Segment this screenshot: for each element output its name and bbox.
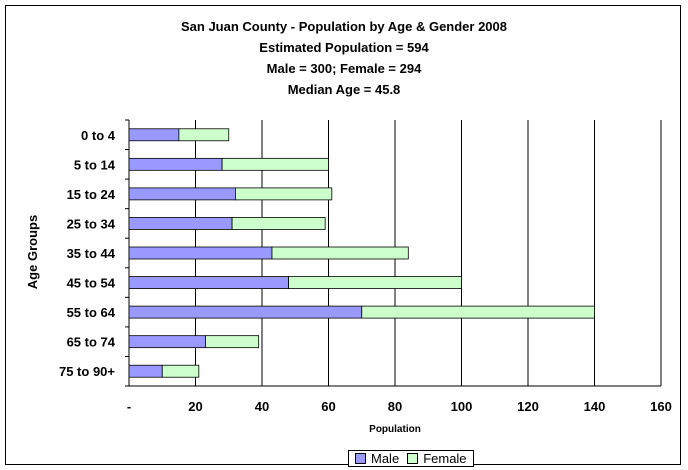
bar-male: [128, 246, 273, 260]
y-tick-label: 75 to 90+: [59, 364, 115, 379]
bar-female: [231, 217, 326, 230]
legend: Male Female: [348, 450, 474, 467]
chart-area: [5, 5, 681, 465]
chart-subtitle-median-age: Median Age = 45.8: [287, 82, 401, 97]
legend-swatch-female: [407, 453, 419, 464]
bar-female: [361, 305, 595, 319]
x-axis-title: Population: [369, 424, 421, 435]
x-tick-label: 160: [650, 399, 672, 414]
x-tick-label: 120: [517, 399, 539, 414]
bar-female: [161, 364, 200, 378]
legend-item-female: Female: [407, 451, 467, 466]
bar-female: [178, 128, 230, 142]
bar-male: [128, 364, 163, 378]
chart-subtitle-gender: Male = 300; Female = 294: [266, 61, 422, 76]
chart-subtitle-population: Estimated Population = 594: [259, 40, 429, 55]
y-tick-label: 25 to 34: [67, 216, 116, 231]
x-tick-label: 40: [255, 399, 269, 414]
bar-male: [128, 276, 290, 289]
bar-female: [288, 276, 462, 289]
y-tick-label: 5 to 14: [74, 157, 116, 172]
x-tick-label: 20: [188, 399, 202, 414]
bar-female: [205, 335, 260, 349]
legend-item-male: Male: [355, 451, 399, 466]
legend-label-male: Male: [371, 451, 400, 466]
x-tick-label: 60: [321, 399, 335, 414]
bar-male: [128, 335, 206, 349]
bar-female: [234, 187, 333, 201]
y-tick-label: 0 to 4: [81, 128, 116, 143]
y-tick-label: 65 to 74: [67, 335, 116, 350]
y-tick-label: 15 to 24: [67, 187, 116, 202]
x-tick-label: 140: [584, 399, 606, 414]
x-tick-label: 100: [451, 399, 473, 414]
y-tick-label: 35 to 44: [67, 246, 116, 261]
bar-male: [128, 128, 180, 142]
y-tick-label: 45 to 54: [67, 276, 116, 291]
bar-male: [128, 217, 233, 230]
x-tick-label: 80: [388, 399, 402, 414]
bar-female: [271, 246, 409, 260]
x-tick-label: -: [127, 399, 131, 414]
bar-male: [128, 305, 363, 319]
legend-swatch-male: [355, 453, 366, 464]
bar-female: [221, 157, 329, 171]
chart-title: San Juan County - Population by Age & Ge…: [180, 19, 507, 34]
legend-label-female: Female: [423, 451, 467, 466]
y-axis-title: Age Groups: [25, 215, 40, 289]
bar-male: [128, 187, 236, 201]
bar-male: [128, 157, 223, 171]
y-tick-label: 55 to 64: [67, 305, 116, 320]
